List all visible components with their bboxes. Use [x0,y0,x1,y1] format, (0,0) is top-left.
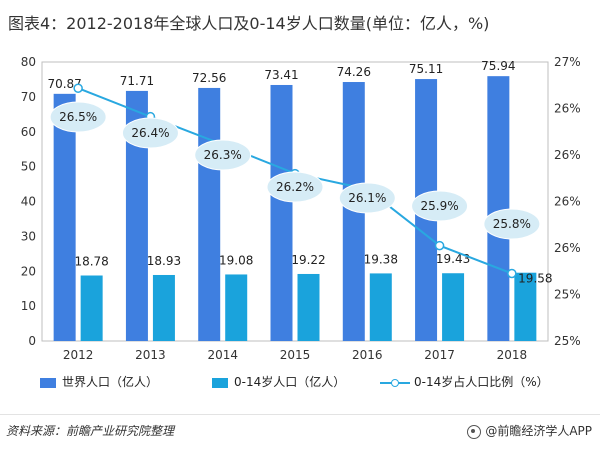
y-left-tick: 30 [21,229,36,243]
ratio-point [434,240,445,251]
bar-series: 70.87 18.78 71.71 18.93 72.56 19.08 73.41 19.22… [47,59,553,342]
legend-children-population: 0-14岁人口（亿人） [212,373,345,391]
y-left-tick: 80 [21,55,36,69]
x-tick-label: 2013 [135,348,166,362]
y-right-tick: 26% [554,102,581,116]
label-world-population: 70.87 [47,77,81,91]
y-right-tick: 25% [554,334,581,348]
bar-children-population [297,273,320,341]
legend-line-marker [380,377,410,389]
bar-world-population [125,90,148,341]
label-children-population: 19.08 [219,253,253,267]
label-children-population: 19.22 [291,253,325,267]
label-world-population: 74.26 [337,65,371,79]
label-children-population: 19.58 [518,272,552,286]
brand-logo-icon [467,424,482,439]
y-left-tick: 70 [21,90,36,104]
brand-credit: @前瞻经济学人APP [467,422,592,439]
footer: 资料来源：前瞻产业研究院整理 @前瞻经济学人APP [0,414,600,449]
legend: 世界人口（亿人） 0-14岁人口（亿人） 0-14岁占人口比例（%） [40,373,590,391]
ratio-label-bubble [483,208,541,240]
ratio-label: 26.4% [131,126,169,140]
ratio-label-bubble [121,117,179,149]
y-left-tick: 40 [21,195,36,209]
ratio-label-bubble [49,101,107,133]
bar-children-population [442,273,465,341]
ratio-label-bubble [194,139,252,171]
label-children-population: 18.93 [147,254,181,268]
y-left-tick: 50 [21,160,36,174]
chart-frame [41,61,549,342]
ratio-label-bubble [411,190,469,222]
axis-labels: 0 10 20 30 40 50 60 70 80 25% 25% 26% 26% 26% 26% 27% 20… [21,55,581,362]
bar-world-population [270,84,293,341]
plot-border [41,61,549,342]
bar-world-population [487,76,510,342]
y-left-tick: 20 [21,264,36,278]
y-right-tick: 25% [554,288,581,302]
legend-label-children: 0-14岁人口（亿人） [234,375,346,389]
y-left-tick: 0 [28,334,36,348]
chart-title: 图表4：2012-2018年全球人口及0-14岁人口数量(单位：亿人，%) [8,14,490,33]
bar-world-population [198,87,221,342]
label-children-population: 19.38 [364,252,398,266]
x-tick-label: 2014 [207,348,238,362]
x-tick-label: 2012 [63,348,94,362]
y-right-tick: 26% [554,148,581,162]
x-tick-label: 2016 [352,348,383,362]
ratio-label-bubble [266,171,324,203]
ratio-label-bubble [338,182,396,214]
legend-label-ratio: 0-14岁占人口比例（%） [414,375,549,389]
label-children-population: 19.43 [436,252,470,266]
y-left-tick: 60 [21,125,36,139]
ratio-label: 26.2% [276,180,314,194]
combo-chart: 70.87 18.78 71.71 18.93 72.56 19.08 73.41 19.22… [21,55,581,362]
label-world-population: 72.56 [192,71,226,85]
ratio-label: 26.1% [348,191,386,205]
label-world-population: 75.94 [481,59,515,73]
bar-children-population [369,273,392,341]
bar-children-population [152,274,175,341]
bar-children-population [225,274,248,341]
bar-world-population [53,93,76,341]
ratio-point [507,268,517,279]
y-right-tick: 26% [554,195,581,209]
label-world-population: 73.41 [264,68,298,82]
legend-swatch-children [212,377,228,388]
label-world-population: 71.71 [120,74,154,88]
x-tick-label: 2018 [497,348,528,362]
brand-text: @前瞻经济学人APP [485,424,592,438]
ratio-point [73,83,83,93]
ratio-label: 26.3% [204,148,242,162]
bar-children-population [514,272,537,341]
y-left-tick: 10 [21,299,36,313]
ratio-label: 26.5% [59,110,97,124]
ratio-label: 25.9% [421,199,459,213]
legend-world-population: 世界人口（亿人） [40,373,158,391]
x-tick-label: 2015 [280,348,311,362]
bar-children-population [80,275,103,341]
legend-children-ratio: 0-14岁占人口比例（%） [380,373,549,391]
y-right-tick: 27% [554,55,581,69]
label-world-population: 75.11 [409,62,443,76]
legend-swatch-world [40,377,56,388]
source-note: 资料来源：前瞻产业研究院整理 [6,424,175,438]
y-right-tick: 26% [554,241,581,255]
legend-label-world: 世界人口（亿人） [62,375,159,389]
ratio-label: 25.8% [493,217,531,231]
ratio-line-series: 26.5% 26.4% 26.3% 26.2% 26.1% 25.9% 25.8% [49,83,541,279]
x-tick-label: 2017 [424,348,455,362]
label-children-population: 18.78 [74,255,108,269]
